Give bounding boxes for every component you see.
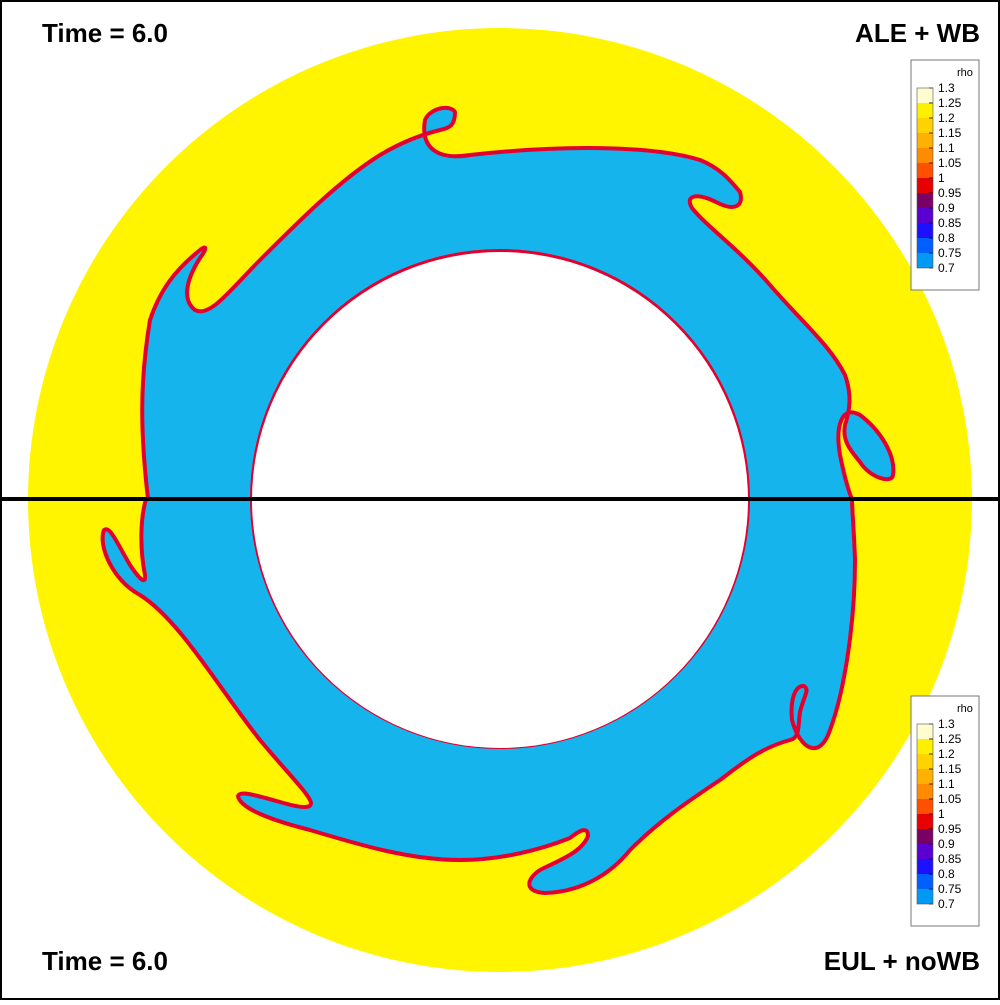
top-legend-bar-border (916, 87, 934, 269)
bottom-legend-swatch (917, 769, 933, 784)
bottom-legend-swatch (917, 799, 933, 814)
bottom-legend-swatch (917, 754, 933, 769)
top-legend-swatch (917, 88, 933, 103)
time-label-top: Time = 6.0 (42, 18, 168, 48)
bottom-legend-swatch (917, 844, 933, 859)
bottom-legend-swatch (917, 724, 933, 739)
bottom-legend-tick-label: 1.15 (938, 762, 962, 776)
method-label-top: ALE + WB (855, 18, 980, 48)
bottom-legend-tick-label: 0.8 (938, 867, 955, 881)
top-legend-swatch (917, 118, 933, 133)
bottom-legend-bar-border (916, 723, 934, 905)
bottom-legend-swatch (917, 739, 933, 754)
bottom-legend-swatch (917, 874, 933, 889)
top-legend-tick-label: 0.8 (938, 231, 955, 245)
bottom-legend-tick-label: 1.2 (938, 747, 955, 761)
bottom-legend-tick-label: 1.1 (938, 777, 955, 791)
bottom-legend-swatch (917, 814, 933, 829)
top-legend-swatch (917, 178, 933, 193)
top-legend-tick-label: 1 (938, 171, 945, 185)
bottom-legend-swatch (917, 829, 933, 844)
colorbar-legend-bottom: rho1.31.251.21.151.11.0510.950.90.850.80… (910, 695, 980, 927)
bottom-legend-title: rho (957, 703, 973, 715)
top-legend-tick-label: 0.85 (938, 216, 962, 230)
bottom-legend-tick-label: 0.95 (938, 822, 962, 836)
top-legend-tick-label: 1.05 (938, 156, 962, 170)
top-legend-tick-label: 1.1 (938, 141, 955, 155)
top-legend-tick-label: 0.75 (938, 246, 962, 260)
bottom-legend-swatch (917, 859, 933, 874)
top-legend-tick-label: 1.3 (938, 81, 955, 95)
top-legend-swatch (917, 148, 933, 163)
bottom-legend-tick-label: 1.05 (938, 792, 962, 806)
top-legend-tick-label: 1.2 (938, 111, 955, 125)
colorbar-legend-top: rho1.31.251.21.151.11.0510.950.90.850.80… (910, 59, 980, 291)
top-legend-swatch (917, 253, 933, 268)
bottom-legend-swatch (917, 784, 933, 799)
top-panel-field (140, 105, 896, 499)
bottom-legend-tick-label: 1.25 (938, 732, 962, 746)
bottom-legend-tick-label: 1 (938, 807, 945, 821)
method-label-bottom: EUL + noWB (823, 946, 980, 976)
bottom-legend-tick-label: 0.75 (938, 882, 962, 896)
top-legend-swatch (917, 163, 933, 178)
top-legend-swatch (917, 133, 933, 148)
top-legend-tick-label: 1.25 (938, 96, 962, 110)
top-legend-swatch (917, 193, 933, 208)
bottom-legend-tick-label: 0.9 (938, 837, 955, 851)
bottom-legend-tick-label: 1.3 (938, 717, 955, 731)
top-legend-swatch (917, 103, 933, 118)
time-label-bottom: Time = 6.0 (42, 946, 168, 976)
bottom-legend-tick-label: 0.85 (938, 852, 962, 866)
top-legend-swatch (917, 238, 933, 253)
bottom-legend-swatch (917, 889, 933, 904)
top-legend-tick-label: 0.9 (938, 201, 955, 215)
light-fluid-region-top (140, 105, 896, 499)
top-legend-swatch (917, 223, 933, 238)
top-legend-tick-label: 0.7 (938, 261, 955, 275)
top-legend-swatch (917, 208, 933, 223)
top-legend-tick-label: 0.95 (938, 186, 962, 200)
top-legend-tick-label: 1.15 (938, 126, 962, 140)
bottom-legend-tick-label: 0.7 (938, 897, 955, 911)
top-legend-title: rho (957, 67, 973, 79)
